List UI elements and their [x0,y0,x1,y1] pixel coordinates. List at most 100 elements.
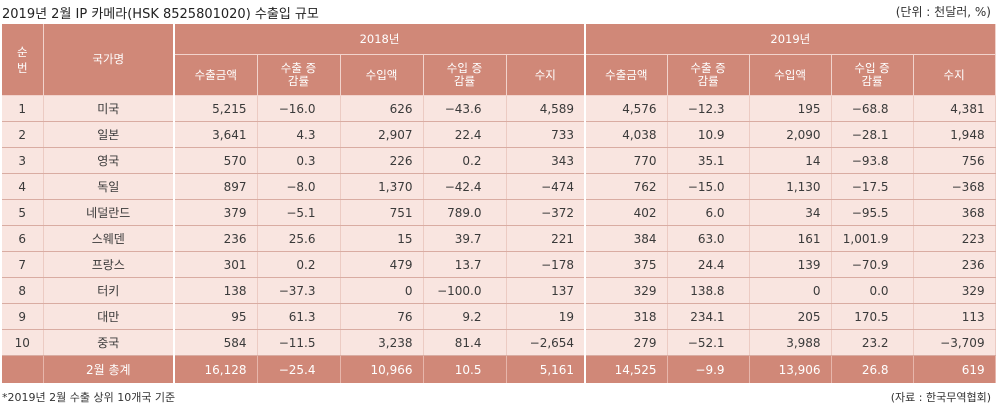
value-cell: −95.5 [831,199,914,226]
value-cell: 4,589 [506,95,587,122]
value-cell: 584 [174,329,258,356]
value-cell: 479 [340,251,424,278]
value-cell: 170.5 [831,303,914,330]
table-row: 1 미국 5,215 −16.0 626 −43.6 4,589 4,576 −… [2,95,996,122]
country-cell: 대만 [43,303,175,330]
country-cell: 터키 [43,277,175,304]
value-cell: 379 [174,199,258,226]
total-value-cell: −9.9 [667,355,750,383]
value-cell: 6.0 [667,199,750,226]
rank-cell: 5 [2,199,44,226]
total-value-cell: 10,966 [340,355,424,383]
value-cell: 375 [585,251,668,278]
value-cell: 0.2 [423,147,507,174]
value-cell: 35.1 [667,147,750,174]
table-row: 3 영국 570 0.3 226 0.2 343 770 35.1 14 −93… [2,147,996,174]
header-balance-2018: 수지 [506,54,587,96]
table-row: 4 독일 897 −8.0 1,370 −42.4 −474 762 −15.0… [2,173,996,200]
value-cell: −37.3 [257,277,341,304]
value-cell: 402 [585,199,668,226]
header-import-amount-2018: 수입액 [340,54,424,96]
value-cell: 9.2 [423,303,507,330]
value-cell: −8.0 [257,173,341,200]
header-export-amount-2018: 수출금액 [174,54,258,96]
value-cell: 897 [174,173,258,200]
value-cell: −12.3 [667,95,750,122]
value-cell: 762 [585,173,668,200]
country-cell: 일본 [43,121,175,148]
value-cell: 343 [506,147,587,174]
rank-cell: 2 [2,121,44,148]
unit-label: (단위 : 천달러, %) [895,5,991,19]
value-cell: 34 [749,199,832,226]
value-cell: 4,576 [585,95,668,122]
value-cell: −178 [506,251,587,278]
value-cell: −2,654 [506,329,587,356]
table-row: 9 대만 95 61.3 76 9.2 19 318 234.1 205 170… [2,303,996,330]
header-import-change-2019: 수입 증감률 [831,54,914,96]
value-cell: 138 [174,277,258,304]
value-cell: 1,370 [340,173,424,200]
total-label: 2월 총계 [43,355,175,383]
value-cell: 39.7 [423,225,507,252]
table-row: 10 중국 584 −11.5 3,238 81.4 −2,654 279 −5… [2,329,996,356]
value-cell: 4.3 [257,121,341,148]
header-country: 국가명 [43,24,175,96]
country-cell: 중국 [43,329,175,356]
value-cell: 751 [340,199,424,226]
value-cell: 0.3 [257,147,341,174]
country-cell: 독일 [43,173,175,200]
value-cell: 61.3 [257,303,341,330]
value-cell: −17.5 [831,173,914,200]
rank-cell: 6 [2,225,44,252]
value-cell: 236 [174,225,258,252]
value-cell: 22.4 [423,121,507,148]
value-cell: 368 [913,199,996,226]
value-cell: 0 [749,277,832,304]
value-cell: 138.8 [667,277,750,304]
value-cell: 161 [749,225,832,252]
value-cell: 770 [585,147,668,174]
value-cell: 95 [174,303,258,330]
value-cell: 279 [585,329,668,356]
footnote: *2019년 2월 수출 상위 10개국 기준 [2,391,176,404]
value-cell: 19 [506,303,587,330]
value-cell: 0.0 [831,277,914,304]
header-year-2019: 2019년 [585,24,996,55]
header-export-change-2018: 수출 증감률 [257,54,341,96]
value-cell: 5,215 [174,95,258,122]
value-cell: −70.9 [831,251,914,278]
table-title: 2019년 2월 IP 카메라(HSK 8525801020) 수출입 규모 [2,7,319,22]
value-cell: 1,948 [913,121,996,148]
value-cell: −16.0 [257,95,341,122]
value-cell: 733 [506,121,587,148]
header-rank: 순번 [2,24,44,96]
rank-cell: 8 [2,277,44,304]
total-value-cell: 26.8 [831,355,914,383]
header-export-amount-2019: 수출금액 [585,54,668,96]
value-cell: −43.6 [423,95,507,122]
header-import-amount-2019: 수입액 [749,54,832,96]
value-cell: 63.0 [667,225,750,252]
rank-cell: 1 [2,95,44,122]
value-cell: 329 [585,277,668,304]
value-cell: 4,381 [913,95,996,122]
value-cell: −3,709 [913,329,996,356]
value-cell: 234.1 [667,303,750,330]
value-cell: −100.0 [423,277,507,304]
header-balance-2019: 수지 [913,54,996,96]
value-cell: 384 [585,225,668,252]
value-cell: 25.6 [257,225,341,252]
country-cell: 미국 [43,95,175,122]
rank-cell: 9 [2,303,44,330]
header-export-change-2019: 수출 증감률 [667,54,750,96]
value-cell: 139 [749,251,832,278]
value-cell: 301 [174,251,258,278]
value-cell: 1,130 [749,173,832,200]
value-cell: 113 [913,303,996,330]
value-cell: 3,641 [174,121,258,148]
table-row: 8 터키 138 −37.3 0 −100.0 137 329 138.8 0 … [2,277,996,304]
value-cell: −11.5 [257,329,341,356]
value-cell: 223 [913,225,996,252]
value-cell: 10.9 [667,121,750,148]
